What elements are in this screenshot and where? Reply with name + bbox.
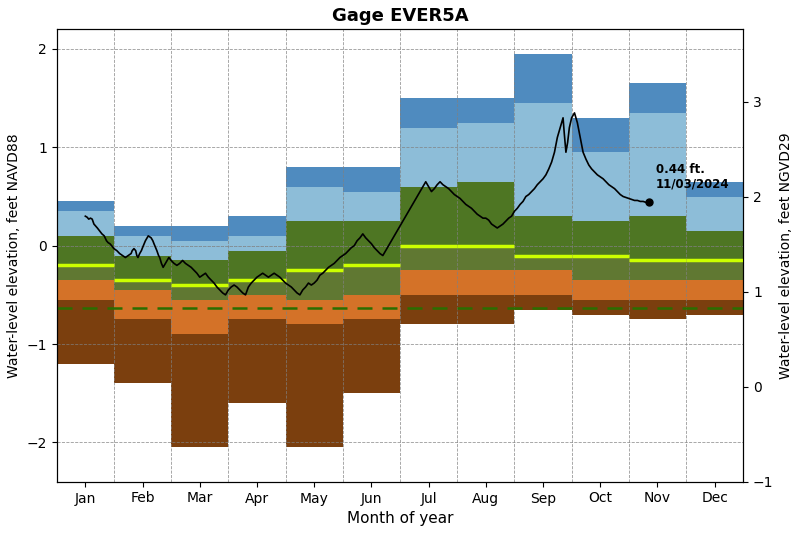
Bar bbox=[57, 201, 114, 211]
Bar bbox=[686, 300, 743, 314]
Bar bbox=[629, 261, 686, 280]
Title: Gage EVER5A: Gage EVER5A bbox=[332, 7, 468, 25]
Bar bbox=[514, 216, 572, 255]
Bar bbox=[514, 295, 572, 310]
Bar bbox=[342, 265, 400, 295]
Bar bbox=[458, 270, 514, 295]
Bar bbox=[572, 221, 629, 255]
Bar bbox=[171, 261, 228, 285]
Bar bbox=[514, 54, 572, 103]
Bar bbox=[572, 118, 629, 152]
Bar bbox=[686, 280, 743, 300]
Bar bbox=[514, 270, 572, 295]
Bar bbox=[114, 280, 171, 290]
Bar bbox=[629, 300, 686, 319]
Text: 0.44 ft.
11/03/2024: 0.44 ft. 11/03/2024 bbox=[656, 163, 730, 191]
Bar bbox=[458, 98, 514, 123]
Bar bbox=[171, 285, 228, 300]
Bar bbox=[572, 280, 629, 300]
Bar bbox=[686, 182, 743, 197]
Bar bbox=[686, 231, 743, 261]
Bar bbox=[114, 226, 171, 236]
Bar bbox=[342, 319, 400, 393]
Bar bbox=[400, 270, 458, 295]
Bar bbox=[629, 83, 686, 113]
Bar bbox=[400, 98, 458, 127]
Bar bbox=[228, 319, 286, 403]
Bar bbox=[228, 295, 286, 319]
Bar bbox=[400, 246, 458, 270]
Y-axis label: Water-level elevation, feet NAVD88: Water-level elevation, feet NAVD88 bbox=[7, 133, 21, 378]
Bar bbox=[458, 123, 514, 182]
Bar bbox=[286, 300, 342, 325]
Bar bbox=[458, 295, 514, 325]
Bar bbox=[57, 300, 114, 364]
Bar bbox=[458, 182, 514, 246]
Bar bbox=[342, 295, 400, 319]
Bar bbox=[228, 251, 286, 280]
Bar bbox=[629, 216, 686, 261]
Bar bbox=[572, 255, 629, 280]
Bar bbox=[171, 241, 228, 261]
Bar bbox=[286, 325, 342, 447]
Bar bbox=[114, 319, 171, 383]
Bar bbox=[400, 295, 458, 325]
Bar bbox=[114, 290, 171, 319]
Bar bbox=[57, 265, 114, 280]
Bar bbox=[342, 221, 400, 265]
Bar bbox=[114, 236, 171, 255]
Bar bbox=[572, 300, 629, 314]
Bar bbox=[228, 216, 286, 236]
Bar bbox=[57, 280, 114, 300]
Bar bbox=[286, 221, 342, 270]
Bar bbox=[171, 226, 228, 241]
Bar bbox=[228, 236, 286, 251]
Bar bbox=[458, 246, 514, 270]
Bar bbox=[342, 191, 400, 221]
Bar bbox=[114, 255, 171, 280]
Bar bbox=[286, 187, 342, 221]
Bar bbox=[57, 211, 114, 236]
Bar bbox=[629, 280, 686, 300]
X-axis label: Month of year: Month of year bbox=[346, 511, 454, 526]
Bar bbox=[228, 280, 286, 295]
Bar bbox=[286, 270, 342, 300]
Bar bbox=[686, 261, 743, 280]
Bar bbox=[629, 113, 686, 216]
Bar bbox=[57, 236, 114, 265]
Bar bbox=[514, 255, 572, 270]
Bar bbox=[400, 127, 458, 187]
Bar bbox=[342, 167, 400, 191]
Bar bbox=[286, 167, 342, 187]
Y-axis label: Water-level elevation, feet NGVD29: Water-level elevation, feet NGVD29 bbox=[779, 132, 793, 379]
Bar bbox=[686, 197, 743, 231]
Bar bbox=[572, 152, 629, 221]
Bar bbox=[400, 187, 458, 246]
Bar bbox=[171, 300, 228, 334]
Bar bbox=[514, 103, 572, 216]
Bar bbox=[171, 334, 228, 447]
